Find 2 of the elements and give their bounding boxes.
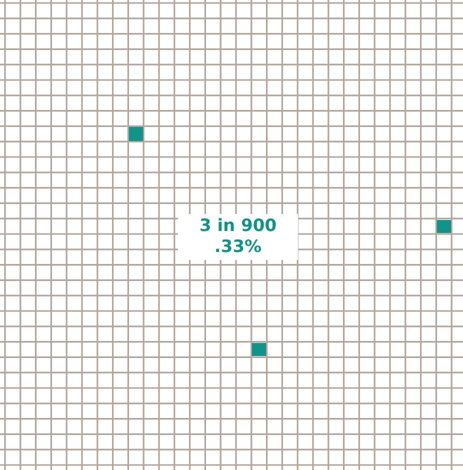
text: .33% xyxy=(213,237,263,258)
data-label: 3 in 900 xyxy=(198,216,278,237)
